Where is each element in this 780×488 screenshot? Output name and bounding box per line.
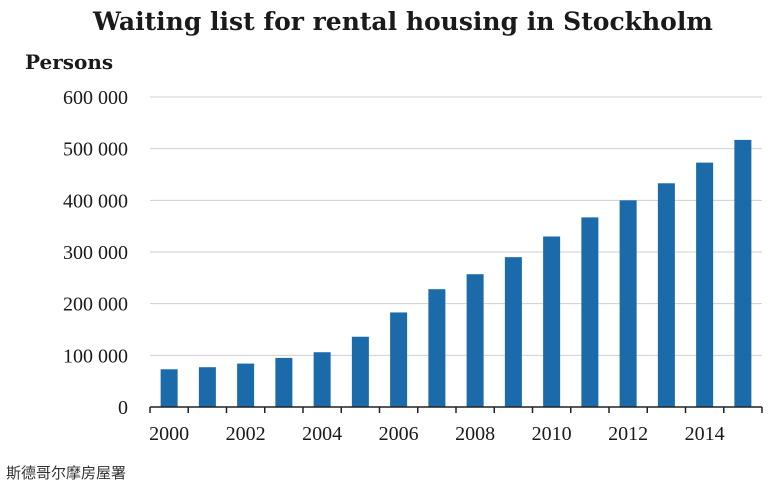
bar-2006 <box>390 312 408 407</box>
x-tick-label: 2014 <box>685 423 725 445</box>
x-axis <box>149 406 763 413</box>
y-tick-label: 300 000 <box>63 242 128 264</box>
y-axis-label: Persons <box>25 50 113 74</box>
bar-2001 <box>198 367 216 407</box>
bar-2010 <box>543 236 561 407</box>
bar-2014 <box>696 162 714 407</box>
bar-2007 <box>428 289 446 407</box>
chart-title: Waiting list for rental housing in Stock… <box>92 7 713 36</box>
source-caption: 斯德哥尔摩房屋署 <box>6 464 127 482</box>
bar-2005 <box>351 336 369 407</box>
bar-2003 <box>275 357 293 407</box>
x-tick-label: 2006 <box>379 423 419 445</box>
bar-2012 <box>619 200 637 407</box>
y-axis-ticks: 0 100 000 200 000 300 000 400 000 500 000 600 … <box>63 87 128 419</box>
bar-2002 <box>237 363 255 407</box>
bar-chart: Waiting list for rental housing in Stock… <box>25 7 763 445</box>
x-tick-label: 2004 <box>302 423 342 445</box>
y-tick-label: 100 000 <box>63 345 128 367</box>
x-tick-label: 2010 <box>532 423 572 445</box>
x-tick-label: 2012 <box>608 423 648 445</box>
x-axis-ticks: 2000 2002 2004 2006 2008 2010 2012 2014 <box>149 423 725 445</box>
y-tick-label: 500 000 <box>63 139 128 161</box>
bar-2009 <box>504 257 522 407</box>
bar-2015 <box>734 139 752 407</box>
x-tick-label: 2008 <box>455 423 495 445</box>
x-tick-label: 2000 <box>149 423 189 445</box>
y-tick-label: 0 <box>118 397 128 419</box>
bar-2011 <box>581 217 599 407</box>
bar-2013 <box>657 183 675 407</box>
bars <box>160 139 752 407</box>
y-tick-label: 600 000 <box>63 87 128 109</box>
bar-2008 <box>466 274 484 407</box>
bar-2000 <box>160 369 178 407</box>
x-tick-label: 2002 <box>226 423 266 445</box>
y-tick-label: 200 000 <box>63 294 128 316</box>
bar-2004 <box>313 352 331 407</box>
y-tick-label: 400 000 <box>63 190 128 212</box>
